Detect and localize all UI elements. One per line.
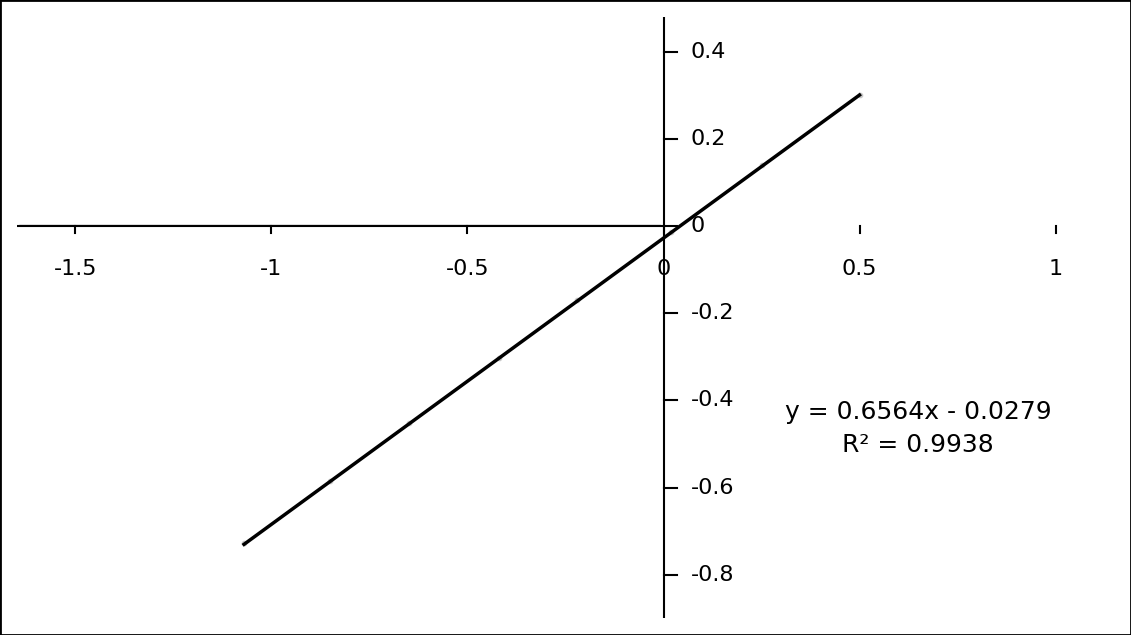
Point <box>568 295 586 305</box>
Text: 0.5: 0.5 <box>841 259 878 279</box>
Point <box>490 352 508 363</box>
Point <box>321 476 339 486</box>
Text: -0.5: -0.5 <box>446 259 490 279</box>
Text: -0.2: -0.2 <box>691 303 734 323</box>
Text: -0.8: -0.8 <box>691 565 734 585</box>
Point <box>399 418 417 428</box>
Text: 0: 0 <box>656 259 671 279</box>
Text: 0.4: 0.4 <box>691 41 726 62</box>
Text: 1: 1 <box>1048 259 1063 279</box>
Text: y = 0.6564x - 0.0279
R² = 0.9938: y = 0.6564x - 0.0279 R² = 0.9938 <box>785 400 1052 457</box>
Text: -0.6: -0.6 <box>691 478 734 498</box>
Text: 0.2: 0.2 <box>691 129 726 149</box>
Text: -1.5: -1.5 <box>53 259 97 279</box>
Point <box>235 538 253 548</box>
Point <box>663 227 681 237</box>
Text: -0.4: -0.4 <box>691 391 734 410</box>
Text: -1: -1 <box>260 259 283 279</box>
Point <box>752 160 770 170</box>
Text: 0: 0 <box>691 216 706 236</box>
Point <box>851 90 869 100</box>
